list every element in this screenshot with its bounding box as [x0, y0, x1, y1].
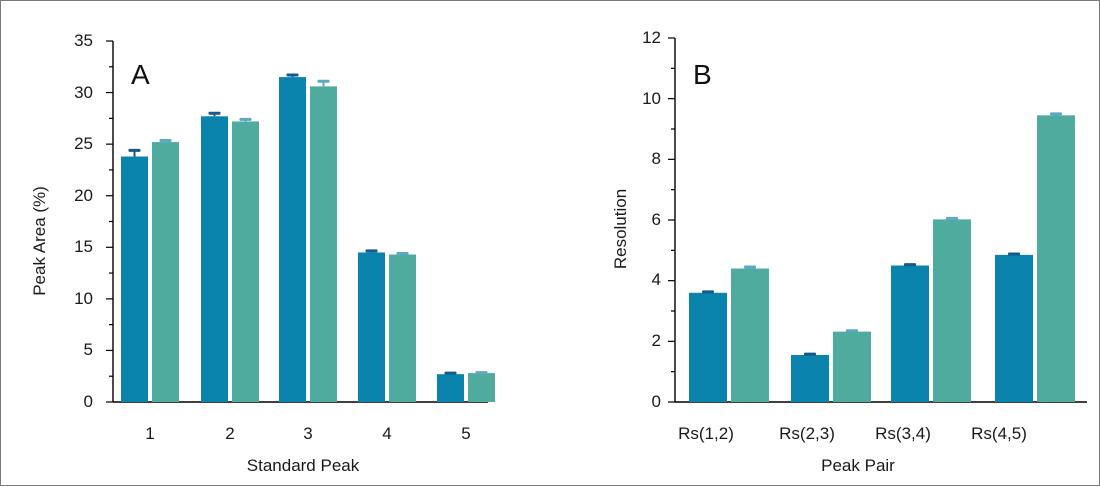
panel-a-bar-series-2-cat-4 [389, 254, 416, 402]
panel-a-error-cap [128, 148, 141, 152]
panel-a-y-tick-label: 10 [74, 289, 93, 308]
panel-b-bar-series-1-cat-2 [791, 354, 829, 402]
panel-b-error-cap [804, 352, 816, 356]
panel-b-error-cap [946, 216, 958, 220]
panel-b-y-tick-label: 8 [652, 149, 661, 168]
panel-b-error-cap [1008, 252, 1020, 256]
panel-a-x-axis-label: Standard Peak [247, 456, 360, 475]
panel-b-bar-series-1-cat-1 [689, 292, 727, 402]
panel-a-x-tick-label: 4 [382, 424, 391, 443]
panel-a-y-tick-label: 15 [74, 237, 93, 256]
panel-b-x-tick-label: Rs(3,4) [875, 424, 931, 443]
panel-a-bar-series-1-cat-2 [201, 116, 228, 403]
panel-a-x-ticks: 1 2 3 4 5 [145, 424, 470, 443]
panel-b-y-tick-label: 4 [652, 270, 661, 289]
panel-b-error-cap [744, 265, 756, 269]
panel-a-error-cap [396, 251, 409, 255]
panel-b-x-axis-label: Peak Pair [821, 456, 895, 475]
panel-b-bar-series-2-cat-4 [1037, 115, 1075, 402]
panel-b-y-tick-label: 2 [652, 331, 661, 350]
panel-b-bars [689, 112, 1075, 402]
panel-a-x-tick-label: 2 [225, 424, 234, 443]
panel-b-error-cap [1050, 112, 1062, 116]
panel-a-error-cap [317, 79, 330, 83]
panel-b-x-tick-label: Rs(1,2) [678, 424, 734, 443]
panel-a-bar-series-2-cat-1 [152, 142, 179, 402]
panel-b-error-cap [904, 263, 916, 267]
panel-a-error-cap [239, 117, 252, 121]
panel-b-error-cap [702, 290, 714, 294]
panel-b-x-tick-label: Rs(2,3) [779, 424, 835, 443]
panel-a-y-tick-label: 35 [74, 31, 93, 50]
panel-b-y-tick-label: 6 [652, 210, 661, 229]
panel-a-x-tick-label: 3 [303, 424, 312, 443]
panel-a-error-cap [208, 111, 221, 115]
panel-b-bar-series-1-cat-3 [891, 265, 929, 402]
panel-a-y-tick-label: 25 [74, 134, 93, 153]
panel-b-x-ticks: Rs(1,2) Rs(2,3) Rs(3,4) Rs(4,5) [678, 424, 1027, 443]
panel-b-y-tick-label: 0 [652, 392, 661, 411]
panel-a-letter: A [131, 59, 150, 90]
panel-a-chart: A 0 5 10 15 20 25 30 35 1 2 3 4 5 [30, 31, 495, 475]
panel-b-letter: B [693, 59, 712, 90]
panel-a-y-tick-label: 30 [74, 83, 93, 102]
panel-a-bar-series-2-cat-3 [310, 86, 337, 402]
panel-a-bar-series-1-cat-5 [437, 374, 464, 402]
panel-b-y-axis-label: Resolution [611, 189, 630, 269]
panel-b-bar-series-2-cat-3 [933, 219, 971, 402]
panel-a-bar-series-2-cat-5 [468, 373, 495, 402]
panel-a-y-ticks: 0 5 10 15 20 25 30 35 [74, 31, 93, 411]
panel-b-y-tick-marks [668, 37, 675, 403]
panel-b-x-tick-label: Rs(4,5) [971, 424, 1027, 443]
panel-a-y-tick-label: 0 [84, 392, 93, 411]
panel-a-bars [121, 73, 495, 403]
panel-b-bar-series-2-cat-1 [731, 268, 769, 402]
panel-a-x-tick-label: 1 [145, 424, 154, 443]
panel-a-y-tick-label: 20 [74, 186, 93, 205]
panel-a-bar-series-2-cat-2 [232, 121, 259, 403]
panel-b-y-tick-label: 12 [642, 28, 661, 47]
panel-a-bar-series-1-cat-4 [358, 252, 385, 402]
panel-a-x-tick-label: 5 [461, 424, 470, 443]
panel-b-bar-series-1-cat-4 [995, 254, 1033, 402]
panel-b-y-tick-label: 10 [642, 89, 661, 108]
panel-b-error-cap [846, 329, 858, 333]
panel-a-error-cap [475, 371, 488, 375]
panel-b-chart: B 0 2 4 6 8 10 12 Rs(1,2) Rs(2,3) Rs(3,4… [611, 28, 1087, 475]
panel-a-error-cap [365, 249, 378, 253]
panel-a-bar-series-1-cat-1 [121, 156, 148, 402]
panel-a-error-cap [286, 73, 299, 77]
panel-a-y-tick-label: 5 [84, 340, 93, 359]
panel-a-bar-series-1-cat-3 [279, 77, 306, 402]
panel-b-y-ticks: 0 2 4 6 8 10 12 [642, 28, 661, 411]
panel-a-error-cap [444, 371, 457, 375]
panel-b-bar-series-2-cat-2 [833, 331, 871, 402]
panel-a-y-axis-label: Peak Area (%) [30, 186, 49, 296]
panel-a-y-tick-marks [106, 40, 113, 403]
panel-a-error-cap [159, 139, 172, 143]
